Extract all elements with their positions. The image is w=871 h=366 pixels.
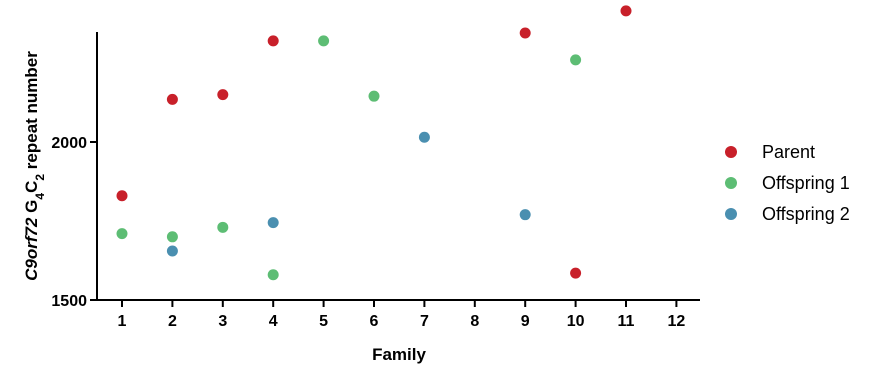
y-axis-title-rest: repeat number xyxy=(22,51,41,174)
legend-marker-parent xyxy=(725,146,737,158)
x-tick-label: 8 xyxy=(470,313,479,330)
y-axis-title-repeat-c: C xyxy=(22,181,41,193)
point-offspring-1 xyxy=(116,228,128,240)
point-offspring-1 xyxy=(368,90,380,102)
legend-label-offspring-2: Offspring 2 xyxy=(762,204,850,224)
point-parent xyxy=(570,267,582,279)
axes: 1500200025003000123456789101112 xyxy=(51,32,700,330)
x-axis-title: Family xyxy=(372,345,426,364)
x-tick-label: 1 xyxy=(118,313,127,330)
point-offspring-2 xyxy=(418,131,430,143)
legend-marker-offspring-2 xyxy=(725,208,737,220)
x-tick-label: 7 xyxy=(420,313,429,330)
legend-marker-offspring-1 xyxy=(725,177,737,189)
y-axis-title-gene: C9orf72 xyxy=(22,217,41,281)
x-tick-label: 6 xyxy=(370,313,379,330)
x-tick-label: 2 xyxy=(168,313,177,330)
x-tick-label: 4 xyxy=(269,313,278,330)
y-tick-label: 2000 xyxy=(51,135,87,152)
point-parent xyxy=(519,27,531,39)
x-tick-label: 9 xyxy=(521,313,530,330)
legend-label-offspring-1: Offspring 1 xyxy=(762,173,850,193)
point-offspring-1 xyxy=(570,54,582,66)
point-offspring-1 xyxy=(166,231,178,243)
x-tick-label: 12 xyxy=(668,313,686,330)
y-axis-title-sub-2: 2 xyxy=(33,174,47,181)
x-tick-label: 3 xyxy=(218,313,227,330)
point-parent xyxy=(217,89,229,101)
point-offspring-1 xyxy=(318,35,330,47)
y-tick-label: 1500 xyxy=(51,293,87,310)
point-offspring-1 xyxy=(217,221,229,233)
point-parent xyxy=(267,35,279,47)
x-tick-label: 11 xyxy=(618,313,635,330)
point-offspring-2 xyxy=(519,209,531,221)
legend: Parent Offspring 1 Offspring 2 xyxy=(725,142,850,224)
data-points xyxy=(116,5,632,281)
point-offspring-1 xyxy=(267,269,279,281)
point-parent xyxy=(116,190,128,202)
y-axis-title-sub-4: 4 xyxy=(33,193,47,200)
x-tick-label: 5 xyxy=(319,313,328,330)
point-offspring-2 xyxy=(166,245,178,257)
y-axis-title-repeat-g: G xyxy=(22,200,41,213)
y-axis-title: C9orf72 G4C2 repeat number xyxy=(22,51,47,281)
point-parent xyxy=(620,5,632,17)
point-parent xyxy=(166,93,178,105)
point-offspring-2 xyxy=(267,217,279,229)
legend-label-parent: Parent xyxy=(762,142,815,162)
x-tick-label: 10 xyxy=(567,313,585,330)
